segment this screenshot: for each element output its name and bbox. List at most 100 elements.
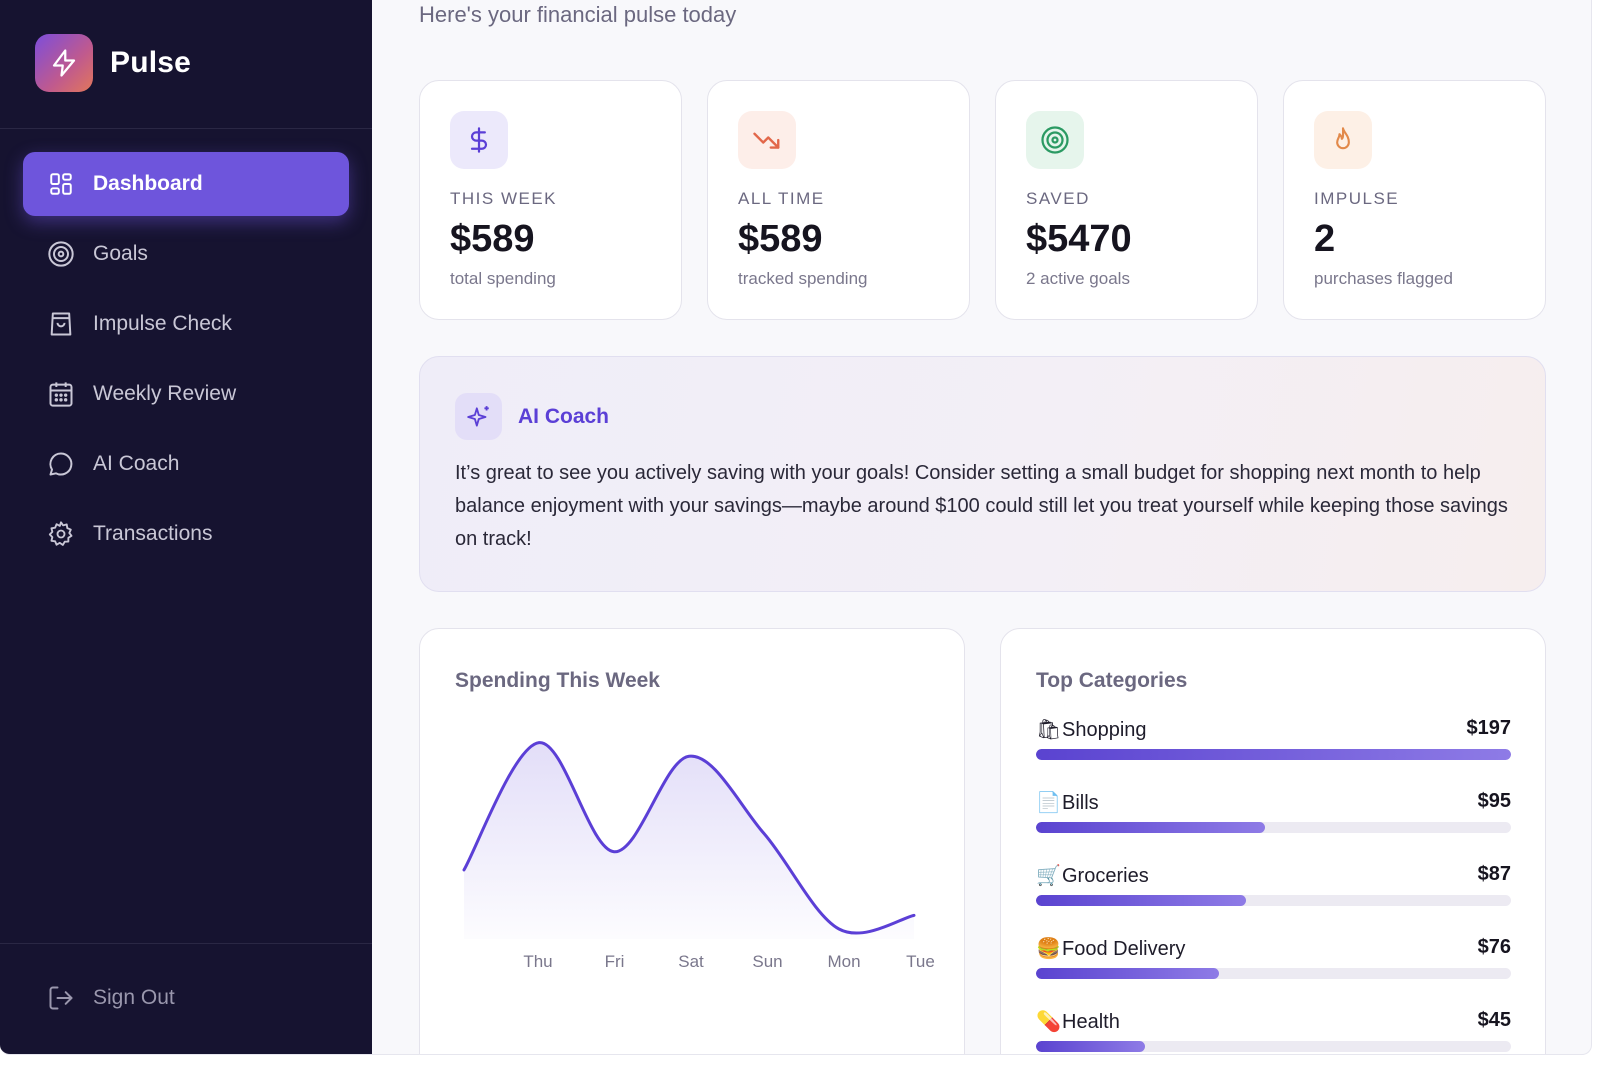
category-row[interactable]: 🛍Shopping $197 bbox=[1036, 717, 1511, 777]
category-bar-track bbox=[1036, 749, 1511, 760]
trending-down-icon bbox=[738, 111, 796, 169]
stat-label: IMPULSE bbox=[1314, 189, 1400, 208]
category-row[interactable]: 🍔Food Delivery $76 bbox=[1036, 936, 1511, 996]
calendar-icon bbox=[47, 380, 75, 408]
brand-header: Pulse bbox=[0, 0, 372, 129]
category-bar-track bbox=[1036, 895, 1511, 906]
shopping-bag-icon bbox=[47, 310, 75, 338]
category-bar-track bbox=[1036, 1041, 1511, 1052]
stat-subtext: purchases flagged bbox=[1314, 269, 1453, 288]
category-bar-fill bbox=[1036, 822, 1266, 833]
stat-card-saved: SAVED $5470 2 active goals bbox=[995, 80, 1258, 320]
app-name: Pulse bbox=[110, 46, 192, 79]
category-bar-fill bbox=[1036, 895, 1246, 906]
x-tick-label: Sat bbox=[678, 952, 704, 971]
target-icon bbox=[1026, 111, 1084, 169]
sidebar-item-goals[interactable]: Goals bbox=[23, 222, 349, 286]
spending-chart: Thu Fri Sat Sun Mon Tue bbox=[462, 741, 935, 971]
dollar-icon bbox=[450, 111, 508, 169]
sidebar-item-transactions[interactable]: Transactions bbox=[23, 502, 349, 566]
pill-icon: 💊 bbox=[1036, 1011, 1061, 1033]
x-tick-label: Mon bbox=[827, 952, 860, 971]
sidebar-item-label: Transactions bbox=[93, 522, 213, 545]
sidebar: Pulse Dashboard Goals Impulse Check bbox=[0, 0, 372, 1054]
stat-subtext: total spending bbox=[450, 269, 556, 288]
category-name-wrap: 🍔Food Delivery bbox=[1036, 936, 1185, 961]
stat-subtext: tracked spending bbox=[738, 269, 868, 288]
sidebar-item-weekly-review[interactable]: Weekly Review bbox=[23, 362, 349, 426]
chat-bubble-icon bbox=[47, 450, 75, 478]
ai-coach-card: AI Coach It’s great to see you actively … bbox=[419, 356, 1546, 592]
category-name-wrap: 🛍Shopping bbox=[1036, 717, 1147, 742]
ai-coach-message: It’s great to see you actively saving wi… bbox=[455, 462, 1508, 550]
lightning-icon[interactable] bbox=[35, 34, 93, 92]
category-bar-fill bbox=[1036, 749, 1511, 760]
sign-out-button[interactable]: Sign Out bbox=[23, 966, 349, 1030]
chart-x-axis: Thu Fri Sat Sun Mon Tue bbox=[523, 952, 934, 971]
x-tick-label: Fri bbox=[605, 952, 625, 971]
chart-series-line bbox=[462, 741, 916, 935]
category-name-wrap: 📄Bills bbox=[1036, 790, 1099, 815]
chart-title: Spending This Week bbox=[455, 669, 660, 692]
category-bar-fill bbox=[1036, 1041, 1145, 1052]
stat-subtext: 2 active goals bbox=[1026, 269, 1130, 288]
sidebar-item-ai-coach[interactable]: AI Coach bbox=[23, 432, 349, 496]
sidebar-nav: Dashboard Goals Impulse Check Weekly Rev… bbox=[23, 152, 349, 572]
shopping-bags-icon: 🛍 bbox=[1036, 719, 1062, 741]
x-tick-label: Thu bbox=[523, 952, 552, 971]
category-row[interactable]: 🛒Groceries $87 bbox=[1036, 863, 1511, 923]
stat-value: $589 bbox=[738, 218, 823, 260]
category-row[interactable]: 📄Bills $95 bbox=[1036, 790, 1511, 850]
stat-label: SAVED bbox=[1026, 189, 1090, 208]
category-name: Bills bbox=[1062, 792, 1099, 814]
stat-label: THIS WEEK bbox=[450, 189, 558, 208]
page-subtitle: Here's your financial pulse today bbox=[419, 2, 737, 27]
sign-out-label: Sign Out bbox=[93, 986, 175, 1009]
x-tick-label: Tue bbox=[906, 952, 935, 971]
category-bar-track bbox=[1036, 968, 1511, 979]
sidebar-item-label: Goals bbox=[93, 242, 148, 265]
sidebar-item-impulse-check[interactable]: Impulse Check bbox=[23, 292, 349, 356]
stat-card-impulse: IMPULSE 2 purchases flagged bbox=[1283, 80, 1546, 320]
ai-coach-title: AI Coach bbox=[518, 405, 610, 428]
stat-value: $589 bbox=[450, 218, 535, 260]
spending-chart-card: Spending This Week Thu Fri Sat Sun Mon Tue bbox=[419, 628, 965, 1054]
categories-title: Top Categories bbox=[1036, 669, 1188, 692]
shopping-cart-icon: 🛒 bbox=[1036, 865, 1061, 887]
stat-label: ALL TIME bbox=[738, 189, 825, 208]
gear-icon bbox=[47, 520, 75, 548]
stat-value: 2 bbox=[1314, 218, 1336, 260]
flame-icon bbox=[1314, 111, 1372, 169]
dashboard-grid-icon bbox=[47, 170, 75, 198]
category-amount: $197 bbox=[1466, 717, 1512, 739]
sidebar-item-label: AI Coach bbox=[93, 452, 180, 475]
category-name-wrap: 💊Health bbox=[1036, 1009, 1120, 1034]
stat-card-this-week: THIS WEEK $589 total spending bbox=[419, 80, 682, 320]
sidebar-item-label: Weekly Review bbox=[93, 382, 237, 405]
category-name: Health bbox=[1062, 1011, 1120, 1033]
category-amount: $87 bbox=[1477, 863, 1511, 885]
category-amount: $76 bbox=[1477, 936, 1511, 958]
sidebar-item-label: Dashboard bbox=[93, 172, 203, 195]
top-categories-card: Top Categories 🛍Shopping $197 📄Bills $95… bbox=[1000, 628, 1546, 1054]
category-bar-fill bbox=[1036, 968, 1220, 979]
sidebar-item-dashboard[interactable]: Dashboard bbox=[23, 152, 349, 216]
main-content: Here's your financial pulse today THIS W… bbox=[372, 0, 1591, 1054]
category-name-wrap: 🛒Groceries bbox=[1036, 863, 1149, 888]
category-name: Shopping bbox=[1062, 719, 1147, 741]
category-row[interactable]: 💊Health $45 bbox=[1036, 1009, 1511, 1054]
sign-out-icon bbox=[47, 984, 75, 1012]
category-bar-track bbox=[1036, 822, 1511, 833]
sidebar-item-label: Impulse Check bbox=[93, 312, 232, 335]
stat-card-all-time: ALL TIME $589 tracked spending bbox=[707, 80, 970, 320]
category-amount: $95 bbox=[1477, 790, 1511, 812]
category-name: Groceries bbox=[1062, 865, 1149, 887]
x-tick-label: Sun bbox=[752, 952, 782, 971]
burger-icon: 🍔 bbox=[1036, 938, 1061, 960]
sparkles-icon bbox=[455, 393, 502, 440]
target-icon bbox=[47, 240, 75, 268]
chart-area-fill bbox=[464, 742, 914, 939]
category-amount: $45 bbox=[1477, 1009, 1511, 1031]
stat-value: $5470 bbox=[1026, 218, 1132, 260]
